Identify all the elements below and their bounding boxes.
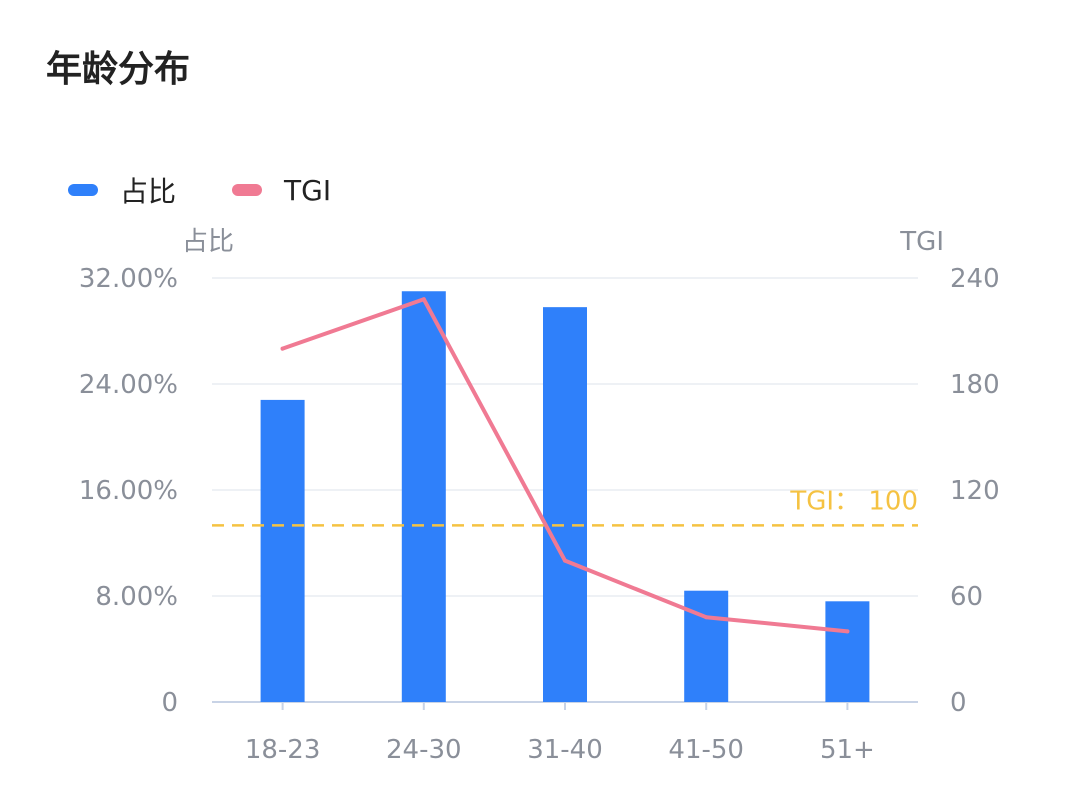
x-tick-label: 51+ — [820, 735, 875, 765]
chart-title: 年龄分布 — [46, 49, 191, 90]
legend-label-share: 占比 — [120, 175, 177, 208]
legend: 占比 TGI — [68, 170, 387, 210]
legend-swatch-tgi — [232, 184, 263, 196]
y-left-tick-label: 16.00% — [79, 476, 178, 506]
tgi-point — [280, 346, 285, 351]
bar — [825, 601, 870, 702]
y-left-tick-label: 0 — [161, 688, 178, 718]
x-tick-label: 31-40 — [527, 735, 603, 765]
bar — [401, 291, 446, 702]
tgi-point — [421, 297, 426, 302]
legend-label-tgi: TGI — [284, 173, 332, 207]
x-tick-label: 18-23 — [245, 735, 321, 765]
bar — [684, 590, 729, 702]
tgi-point — [845, 629, 850, 634]
y-left-tick-label: 32.00% — [79, 264, 178, 294]
y-left-tick-label: 8.00% — [95, 582, 178, 612]
bar — [260, 399, 305, 702]
y-right-tick-label: 120 — [950, 476, 1000, 506]
tgi-point — [563, 558, 567, 563]
y-right-tick-label: 240 — [950, 264, 1000, 294]
y-right-axis-title: TGI — [899, 227, 944, 257]
y-left-tick-label: 24.00% — [79, 370, 178, 400]
legend-item-share[interactable]: 占比 — [68, 170, 176, 210]
legend-swatch-share — [68, 184, 98, 196]
y-right-tick-label: 180 — [950, 370, 1000, 400]
x-tick-label: 24-30 — [386, 735, 462, 765]
x-tick-label: 41-50 — [668, 735, 744, 765]
reference-line-label: TGI： 100 — [789, 486, 918, 516]
y-right-tick-label: 0 — [950, 688, 967, 718]
y-right-tick-label: 60 — [950, 582, 983, 612]
bar — [543, 307, 587, 702]
legend-item-tgi[interactable]: TGI — [232, 174, 331, 207]
tgi-point — [704, 615, 709, 620]
y-left-axis-title: 占比 — [182, 227, 234, 257]
